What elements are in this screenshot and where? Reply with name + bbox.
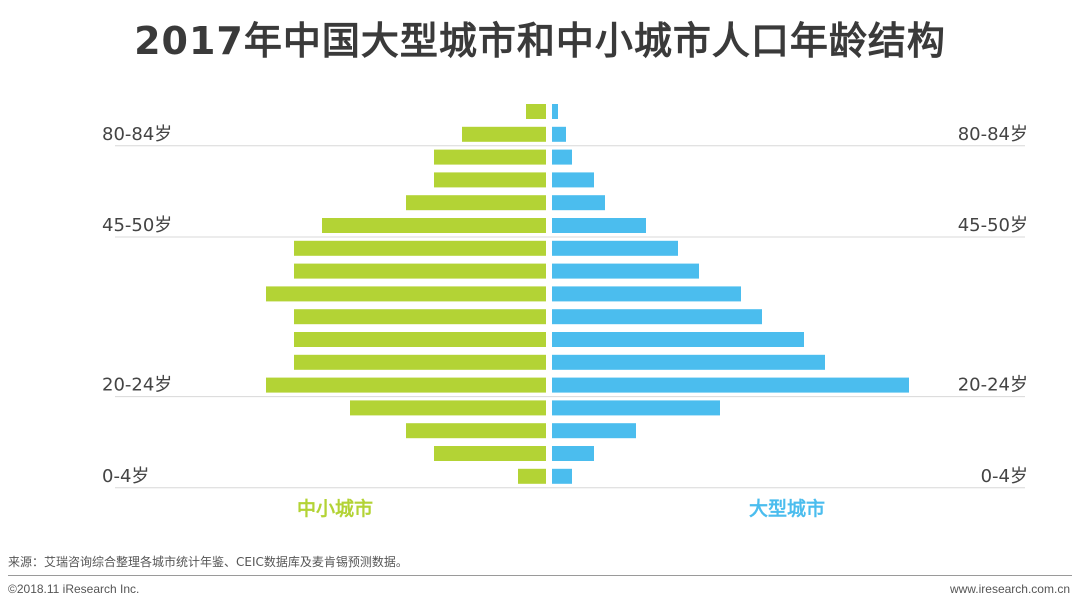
bar-large-city: [552, 172, 594, 188]
population-pyramid-chart: 0-4岁 0-4岁 20-24岁 20-24岁 45-50岁 45-50岁 80-84岁 80…: [102, 104, 1028, 520]
bar-large-city: [552, 309, 762, 325]
age-tick-label-right: 0-4岁: [981, 466, 1028, 487]
bar-small-medium-city: [294, 332, 546, 347]
bar-large-city: [552, 263, 699, 279]
bar-small-medium-city: [406, 195, 546, 211]
website-link[interactable]: www.iresearch.com.cn: [949, 582, 1070, 596]
age-tick-label-left: 45-50岁: [102, 215, 172, 236]
bar-small-medium-city: [294, 354, 546, 370]
age-tick-label-left: 80-84岁: [102, 124, 172, 145]
bar-small-medium-city: [294, 309, 546, 325]
age-tick-label-right: 45-50岁: [958, 215, 1028, 236]
bar-large-city: [552, 377, 909, 393]
bar-small-medium-city: [462, 126, 546, 142]
series-label-small-medium-city: 中小城市: [297, 497, 373, 520]
bar-large-city: [552, 218, 646, 233]
bar-small-medium-city: [294, 240, 546, 256]
bar-small-medium-city: [526, 104, 546, 119]
bar-small-medium-city: [406, 423, 546, 439]
bar-large-city: [552, 286, 741, 302]
bar-large-city: [552, 446, 594, 461]
bar-small-medium-city: [266, 377, 546, 393]
bar-small-medium-city: [434, 446, 546, 461]
bar-small-medium-city: [322, 218, 546, 233]
bar-small-medium-city: [294, 263, 546, 279]
bar-large-city: [552, 149, 572, 165]
bar-large-city: [552, 240, 678, 256]
source-note: 来源：艾瑞咨询综合整理各城市统计年鉴、CEIC数据库及麦肯锡预测数据。: [8, 555, 408, 569]
footer-divider: [8, 575, 1072, 576]
bar-large-city: [552, 423, 636, 439]
bar-large-city: [552, 104, 558, 119]
page-title: 2017年中国大型城市和中小城市人口年龄结构: [134, 19, 946, 63]
age-tick-label-right: 80-84岁: [958, 124, 1028, 145]
bar-large-city: [552, 332, 804, 347]
age-tick-label-left: 20-24岁: [102, 375, 172, 396]
series-label-large-city: 大型城市: [749, 497, 825, 520]
bar-small-medium-city: [518, 468, 546, 484]
bar-small-medium-city: [350, 400, 546, 416]
bar-large-city: [552, 354, 825, 370]
bar-small-medium-city: [434, 172, 546, 188]
bar-small-medium-city: [266, 286, 546, 302]
age-tick-label-left: 0-4岁: [102, 466, 149, 487]
copyright: ©2018.11 iResearch Inc.: [8, 582, 140, 596]
age-tick-label-right: 20-24岁: [958, 375, 1028, 396]
bar-large-city: [552, 400, 720, 416]
bar-small-medium-city: [434, 149, 546, 165]
bar-large-city: [552, 468, 572, 484]
bar-large-city: [552, 126, 566, 142]
bar-large-city: [552, 195, 605, 211]
